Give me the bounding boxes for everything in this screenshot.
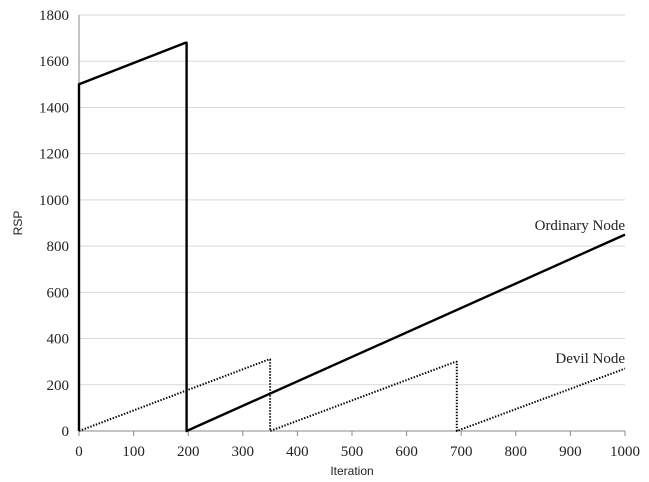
series-label-devil-node: Devil Node xyxy=(555,351,625,367)
x-tick-400: 400 xyxy=(286,444,309,460)
x-tick-0: 0 xyxy=(75,444,83,460)
x-tick-600: 600 xyxy=(395,444,418,460)
x-tick-700: 700 xyxy=(450,444,473,460)
x-tick-100: 100 xyxy=(122,444,145,460)
y-tick-1400: 1400 xyxy=(39,100,69,116)
y-tick-0: 0 xyxy=(62,424,70,440)
series-lines xyxy=(77,41,626,433)
x-tick-900: 900 xyxy=(559,444,582,460)
x-tick-1000: 1000 xyxy=(610,444,640,460)
series-label-ordinary-node: Ordinary Node xyxy=(535,218,626,234)
series-line-ordinary-node xyxy=(77,41,626,433)
y-axis-title: RSP xyxy=(11,211,25,236)
x-tick-800: 800 xyxy=(505,444,528,460)
x-tick-200: 200 xyxy=(177,444,200,460)
y-tick-1000: 1000 xyxy=(39,193,69,209)
y-tick-labels: 0 200 400 600 800 1000 1200 1400 1600 1800 xyxy=(39,8,69,440)
x-axis-title: Iteration xyxy=(330,464,373,478)
y-tick-600: 600 xyxy=(47,285,70,301)
y-tick-1200: 1200 xyxy=(39,147,69,163)
y-tick-1800: 1800 xyxy=(39,8,69,24)
x-tick-500: 500 xyxy=(341,444,364,460)
y-tick-800: 800 xyxy=(47,239,70,255)
x-tick-labels: 0 100 200 300 400 500 600 700 800 900 1000 xyxy=(75,444,640,460)
series-line-devil-node xyxy=(78,358,626,432)
y-tick-400: 400 xyxy=(47,332,70,348)
x-tick-300: 300 xyxy=(232,444,255,460)
y-tick-1600: 1600 xyxy=(39,54,69,70)
grid-lines xyxy=(79,14,625,386)
y-tick-200: 200 xyxy=(47,378,70,394)
